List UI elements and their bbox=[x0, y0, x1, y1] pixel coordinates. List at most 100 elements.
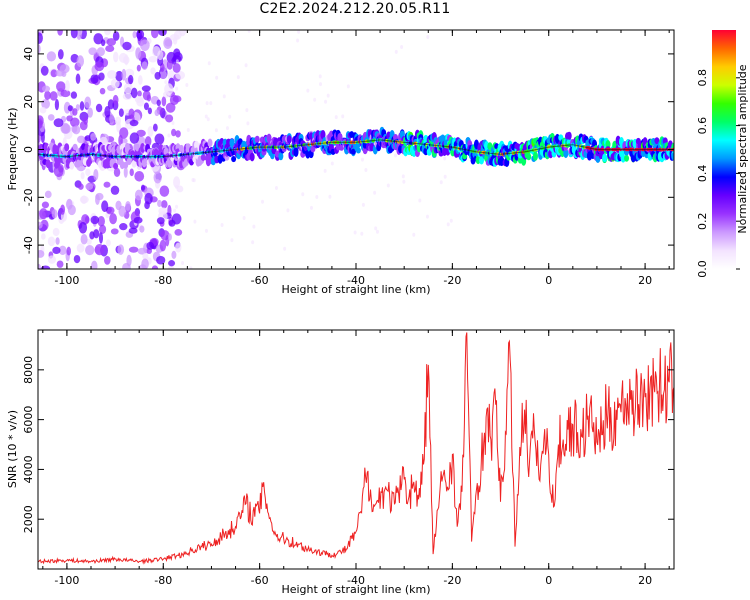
snr-series-line bbox=[38, 332, 674, 565]
spectrogram-cell bbox=[161, 96, 167, 107]
spectrogram-cell bbox=[184, 30, 188, 34]
spectrogram-cell bbox=[261, 199, 265, 204]
spectrogram-cell bbox=[64, 143, 70, 152]
spectrogram-cell bbox=[52, 246, 61, 255]
spectrogram-cell bbox=[60, 89, 71, 98]
snr-y-axis-label: SNR (10 * v/v) bbox=[6, 410, 19, 488]
spectrogram-cell bbox=[140, 142, 146, 153]
spectrogram-cell bbox=[139, 225, 145, 233]
colorbar-gradient bbox=[712, 30, 736, 269]
spectrogram-cell bbox=[101, 200, 109, 213]
spectrogram-cell bbox=[142, 252, 149, 260]
y-tick-label: 0 bbox=[22, 146, 35, 153]
spectrogram-cell bbox=[140, 184, 146, 191]
spectrogram-cell bbox=[117, 244, 125, 255]
y-tick-label: 6000 bbox=[22, 406, 35, 434]
spectrogram-cell bbox=[173, 48, 181, 58]
spectrogram-cell bbox=[402, 179, 406, 184]
spectrogram-cell bbox=[126, 254, 132, 267]
spectrogram-cell bbox=[532, 151, 538, 161]
x-tick-label: -80 bbox=[154, 574, 172, 587]
spectrogram-cell bbox=[134, 95, 144, 104]
spectrogram-cell bbox=[207, 138, 213, 147]
spectrogram-cell bbox=[75, 104, 80, 111]
spectrogram-cell bbox=[231, 156, 237, 163]
spectrogram-cell bbox=[105, 45, 115, 53]
spectrogram-cell bbox=[346, 84, 350, 89]
spectrogram-cell bbox=[173, 208, 177, 213]
spectrogram-cell bbox=[86, 238, 92, 245]
spectrogram-cell bbox=[602, 153, 608, 163]
x-tick-label: 0 bbox=[545, 274, 552, 287]
spectrogram-cell bbox=[38, 133, 41, 144]
spectrogram-cell bbox=[40, 65, 49, 76]
spectrogram-cell bbox=[167, 133, 171, 138]
spectrogram-cell bbox=[94, 61, 105, 72]
y-tick-label: 2000 bbox=[22, 505, 35, 533]
spectrogram-cell bbox=[154, 71, 161, 80]
spectrogram-cell bbox=[141, 61, 148, 70]
spectrogram-cell bbox=[47, 114, 55, 121]
spectrogram-cell bbox=[112, 94, 119, 105]
spectrogram-cell bbox=[85, 183, 94, 191]
spectrogram-cell bbox=[146, 241, 155, 250]
spectrogram-cell bbox=[56, 81, 66, 92]
spectrogram-cell bbox=[66, 115, 73, 122]
spectrogram-cell bbox=[309, 205, 313, 210]
spectrogram-cell bbox=[360, 157, 364, 162]
spectrogram-cell bbox=[50, 69, 58, 78]
colorbar-tick-label: 0.4 bbox=[696, 165, 709, 183]
x-tick-label: -20 bbox=[443, 574, 461, 587]
spectrogram-cell bbox=[156, 99, 161, 107]
spectrogram-cell bbox=[401, 174, 405, 179]
spectrogram-cell bbox=[121, 68, 127, 81]
spectrogram-cell bbox=[274, 185, 278, 190]
spectrogram-cell bbox=[80, 233, 88, 245]
spectrogram-cell bbox=[425, 214, 429, 219]
spectrogram-cell bbox=[90, 74, 99, 84]
spectrogram-cell bbox=[334, 115, 338, 120]
spectrogram-cell bbox=[566, 131, 572, 140]
spectrogram-cell bbox=[76, 30, 82, 40]
spectrogram-cell bbox=[70, 30, 78, 39]
spectrogram-cell bbox=[319, 82, 323, 87]
spectrogram-cell bbox=[174, 242, 182, 253]
spectrogram-cell bbox=[139, 39, 150, 51]
spectrogram-cell bbox=[158, 30, 167, 36]
spectrogram-cell bbox=[78, 222, 88, 234]
x-tick-label: -100 bbox=[54, 574, 79, 587]
spectrogram-cell bbox=[106, 38, 117, 46]
spectrogram-cell bbox=[178, 144, 184, 152]
spectrogram-cell bbox=[97, 216, 105, 227]
spectrogram-cell bbox=[109, 113, 115, 125]
spectrogram-cell bbox=[98, 224, 107, 234]
spectrogram-cell bbox=[85, 244, 95, 256]
spectrogram-cell bbox=[61, 123, 71, 134]
spectrogram-cell bbox=[115, 200, 122, 211]
spectrogram-cell bbox=[192, 178, 196, 183]
spectrogram-cell bbox=[129, 132, 140, 144]
spectrogram-cell bbox=[110, 185, 120, 195]
x-tick-label: -40 bbox=[347, 574, 365, 587]
spectrogram-cell bbox=[479, 156, 485, 165]
x-tick-label: 0 bbox=[545, 574, 552, 587]
spectrogram-cell bbox=[122, 93, 133, 100]
y-tick-label: -40 bbox=[22, 236, 35, 254]
spectrogram-cell bbox=[66, 246, 71, 256]
spectrogram-cell bbox=[154, 133, 165, 145]
spectrogram-cell bbox=[49, 91, 58, 101]
spectrogram-cell bbox=[214, 128, 218, 133]
spectrogram-cell bbox=[313, 97, 317, 102]
spectrogram-cell bbox=[364, 167, 368, 172]
spectrogram-cell bbox=[165, 102, 176, 113]
spectrogram-cell bbox=[220, 223, 224, 228]
spectrogram-cell bbox=[159, 239, 167, 252]
spectrogram-cell bbox=[88, 47, 97, 56]
spectrogram-cell bbox=[47, 236, 56, 247]
colorbar-label: Normalized spectral amplitude bbox=[736, 64, 749, 233]
spectrogram-cell bbox=[133, 216, 143, 224]
spectrogram-cell bbox=[373, 190, 377, 195]
spectrogram-cell bbox=[175, 130, 181, 138]
spectrogram-cell bbox=[242, 216, 246, 221]
spectrogram-cell bbox=[156, 217, 165, 225]
